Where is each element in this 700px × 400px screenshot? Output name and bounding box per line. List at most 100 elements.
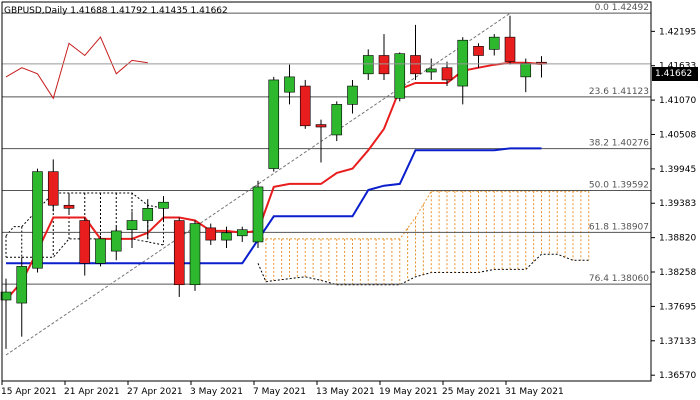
candle xyxy=(142,199,154,239)
candle-body-bull xyxy=(425,68,437,73)
candle xyxy=(441,61,453,87)
candle xyxy=(79,217,91,276)
candle-body-bear xyxy=(63,204,75,209)
candle-body-bull xyxy=(0,291,12,301)
candle xyxy=(126,211,138,249)
y-tick-label: 1.38258 xyxy=(659,268,696,278)
candle xyxy=(504,15,516,65)
fib-label-50.0: 50.0 1.39592 xyxy=(589,180,649,190)
candle xyxy=(410,24,421,80)
candle xyxy=(221,226,232,249)
candle-body-bear xyxy=(441,67,453,81)
x-tick-label: 19 May 2021 xyxy=(379,387,438,397)
candle xyxy=(425,58,437,80)
candle xyxy=(299,79,311,129)
candle xyxy=(284,64,295,105)
candle-body-bull xyxy=(284,76,295,93)
candle-body-bull xyxy=(268,79,280,169)
y-tick-label: 1.37695 xyxy=(659,302,696,312)
x-tick-label: 7 May 2021 xyxy=(253,387,306,397)
plot-frame xyxy=(1,1,652,382)
candle xyxy=(110,226,122,261)
y-tick-label: 1.39383 xyxy=(659,199,696,209)
candle xyxy=(268,76,280,172)
x-tick-label: 31 May 2021 xyxy=(505,387,564,397)
candle xyxy=(488,34,500,56)
candle-body-bull xyxy=(110,230,122,252)
candle-body-bull xyxy=(347,85,358,105)
candle-body-bear xyxy=(79,220,91,264)
price-axis: 1.42195 1.41633 1.41070 1.40508 1.39945 1.393… xyxy=(651,27,696,381)
candle xyxy=(0,278,12,349)
y-tick-label: 1.41070 xyxy=(659,96,696,106)
candle-body-bull xyxy=(362,55,374,75)
candle-body-bull xyxy=(252,186,264,243)
fib-label-0.0: 0.0 1.42492 xyxy=(595,3,649,13)
candle-body-bear xyxy=(173,220,185,286)
candle xyxy=(95,235,106,267)
candle-body-bull xyxy=(126,220,138,231)
fib-label-38.2: 38.2 1.40276 xyxy=(589,139,649,149)
candle xyxy=(315,119,327,163)
y-tick-label: 1.37133 xyxy=(659,337,696,347)
candle xyxy=(63,193,75,215)
candle-body-bull xyxy=(488,36,500,50)
candle-body-bull xyxy=(221,232,232,241)
x-tick-label: 3 May 2021 xyxy=(190,387,243,397)
cloud-span-b xyxy=(257,253,589,286)
candle-body-bear xyxy=(205,227,217,241)
candle-body-bull xyxy=(32,171,43,269)
fib-label-61.8: 61.8 1.38907 xyxy=(589,222,649,232)
candle-body-bull xyxy=(394,53,406,99)
candle-body-bear xyxy=(47,171,59,206)
y-tick-label: 1.39945 xyxy=(659,165,696,175)
candle-body-bear xyxy=(378,55,390,75)
y-tick-label: 1.41633 xyxy=(659,62,696,72)
candle-body-bull xyxy=(142,208,154,221)
x-tick-label: 21 Apr 2021 xyxy=(64,387,120,397)
candle xyxy=(347,79,358,114)
candle xyxy=(362,49,374,80)
candle-body-bull xyxy=(158,201,169,209)
oscillator-line xyxy=(5,36,148,100)
x-tick-label: 27 Apr 2021 xyxy=(127,387,183,397)
plot-border xyxy=(1,1,652,382)
early-cloud-lower xyxy=(6,238,164,258)
candle xyxy=(457,37,469,105)
candle-body-bear xyxy=(473,46,484,56)
candle xyxy=(378,34,390,80)
candle-body-bear xyxy=(315,124,327,128)
fib-label-76.4: 76.4 1.38060 xyxy=(589,274,649,284)
candle-body-bull xyxy=(95,238,106,264)
y-tick-label: 1.42195 xyxy=(659,27,696,37)
x-tick-label: 25 May 2021 xyxy=(442,387,501,397)
candle xyxy=(32,168,43,273)
candle xyxy=(158,196,169,221)
current-price-label: 1.41662 xyxy=(652,67,698,81)
symbol-header: GBPUSD,Daily 1.41688 1.41792 1.41435 1.4… xyxy=(4,6,228,16)
candle-body-bull xyxy=(457,39,469,87)
candle xyxy=(394,52,406,102)
y-tick-label: 1.40508 xyxy=(659,130,696,140)
candle-body-bear xyxy=(299,85,311,127)
candle-body-bear xyxy=(504,36,516,62)
candle-body-bear xyxy=(410,55,421,75)
candle xyxy=(252,180,264,249)
candle-body-bull xyxy=(331,104,343,136)
time-axis: 15 Apr 2021 21 Apr 2021 27 Apr 2021 3 May 2… xyxy=(1,381,564,397)
candle-body-bull xyxy=(16,266,28,304)
x-tick-label: 13 May 2021 xyxy=(316,387,375,397)
candle xyxy=(205,223,217,245)
y-tick-label: 1.38820 xyxy=(659,234,696,244)
candle xyxy=(173,217,185,297)
y-tick-label: 1.36570 xyxy=(659,371,696,381)
candle-body-bull xyxy=(520,63,532,78)
fibonacci-levels: 0.0 1.42492 23.6 1.41123 38.2 1.40276 50.0 … xyxy=(2,3,651,285)
fib-label-23.6: 23.6 1.41123 xyxy=(589,87,649,97)
candle xyxy=(189,220,201,291)
candle xyxy=(236,226,248,242)
x-tick-label: 15 Apr 2021 xyxy=(1,387,57,397)
candle xyxy=(331,101,343,142)
